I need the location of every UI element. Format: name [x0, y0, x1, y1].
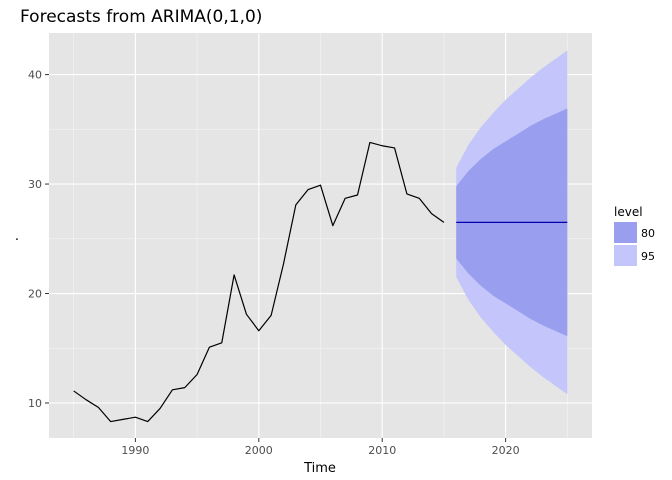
y-axis-title: . [15, 229, 19, 244]
legend-swatch-80 [614, 222, 637, 243]
x-tick-label: 2000 [245, 444, 273, 457]
legend: level 80 95 [614, 205, 655, 266]
x-tick-label: 2010 [368, 444, 396, 457]
y-tick-label: 20 [28, 288, 42, 301]
legend-label-80: 80 [641, 227, 655, 240]
y-axis-ticks: 10 20 30 40 [28, 69, 49, 410]
legend-label-95: 95 [641, 250, 655, 263]
legend-swatch-95 [614, 245, 637, 266]
x-axis-title: Time [303, 461, 336, 476]
series-lines [73, 141, 568, 423]
history-line [73, 141, 445, 423]
x-tick-label: 1990 [121, 444, 149, 457]
y-tick-label: 10 [28, 397, 42, 410]
x-axis-ticks: 1990 2000 2010 2020 [121, 438, 520, 457]
y-tick-label: 40 [28, 69, 42, 82]
grid-major [49, 33, 592, 438]
x-tick-label: 2020 [492, 444, 520, 457]
chart-title: Forecasts from ARIMA(0,1,0) [20, 7, 262, 27]
y-tick-label: 30 [28, 178, 42, 191]
legend-title: level [614, 205, 643, 219]
